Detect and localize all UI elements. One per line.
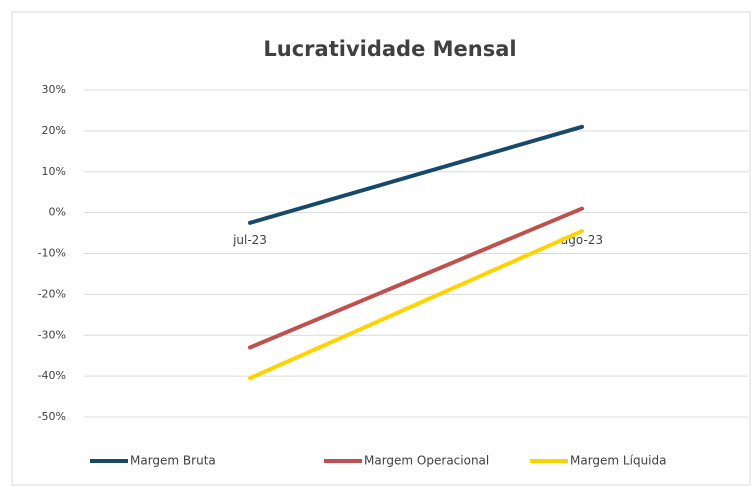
y-tick-label: 0% xyxy=(49,206,66,219)
series-line xyxy=(248,124,584,225)
legend-label: Margem Líquida xyxy=(570,454,666,468)
y-tick-label: -50% xyxy=(38,410,66,423)
legend-label: Margem Operacional xyxy=(364,454,489,468)
series-line xyxy=(248,206,584,350)
chart-title: Lucratividade Mensal xyxy=(263,37,516,61)
series-line xyxy=(248,229,584,381)
y-tick-label: -30% xyxy=(38,328,66,341)
x-tick-label: jul-23 xyxy=(232,233,267,247)
y-tick-label: -20% xyxy=(38,287,66,300)
chart-border xyxy=(11,11,751,486)
x-tick-label: ago-23 xyxy=(561,233,603,247)
y-tick-label: 20% xyxy=(42,124,66,137)
y-tick-label: 30% xyxy=(42,83,66,96)
y-tick-label: 10% xyxy=(42,165,66,178)
y-tick-label: -40% xyxy=(38,369,66,382)
legend-label: Margem Bruta xyxy=(130,454,216,468)
y-tick-label: -10% xyxy=(38,247,66,260)
